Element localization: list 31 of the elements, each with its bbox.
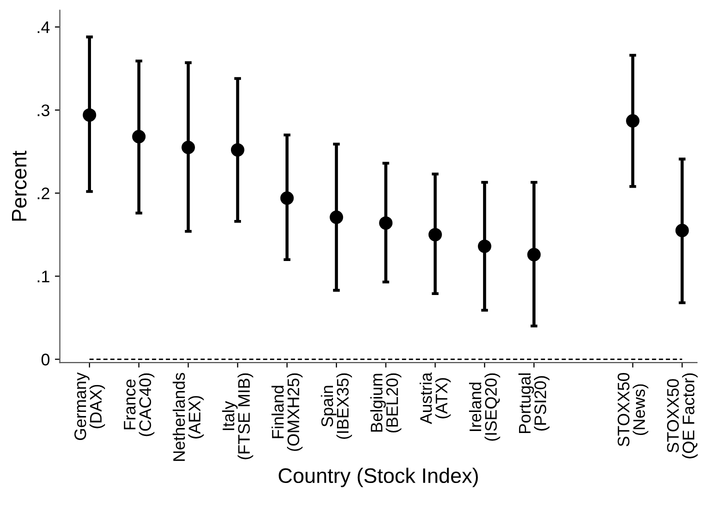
x-axis-title: Country (Stock Index) — [278, 468, 478, 488]
point — [478, 240, 492, 254]
x-tick-label: Portugal (PSI20) — [518, 373, 550, 434]
point — [626, 114, 640, 128]
y-tick-label: .1 — [38, 270, 50, 282]
y-tick-label: 0 — [42, 354, 50, 366]
x-tick-label: STOXX50 (QE Factor) — [667, 373, 698, 458]
y-tick-label: .3 — [38, 104, 50, 116]
x-tick-label: Netherlands (AEX) — [172, 372, 204, 461]
y-axis-title: Percent — [12, 150, 27, 221]
point — [82, 108, 96, 122]
x-tick-label: STOXX50 (News) — [618, 372, 648, 446]
point — [379, 216, 393, 230]
x-tick-label: Austria (ATX) — [420, 372, 451, 424]
x-tick-label: Finland (OMXH25) — [271, 373, 303, 451]
x-tick-label: Spain (IBEX35) — [320, 373, 352, 439]
point — [280, 191, 294, 205]
y-tick-label: .4 — [38, 22, 50, 34]
x-tick-label: France (CAC40) — [124, 373, 154, 436]
point — [330, 210, 344, 224]
point — [182, 140, 195, 154]
point — [527, 248, 541, 262]
point — [428, 228, 442, 242]
x-tick-label: Ireland (ISEQ20) — [469, 373, 500, 441]
point — [675, 224, 689, 238]
point — [132, 130, 146, 144]
point — [230, 143, 244, 157]
x-tick-label: Germany (DAX) — [74, 372, 105, 440]
x-tick-label: Italy (FTSE MIB) — [222, 373, 254, 460]
x-tick-label: Belgium (BEL20) — [370, 373, 402, 432]
y-tick-label: .2 — [38, 188, 50, 200]
